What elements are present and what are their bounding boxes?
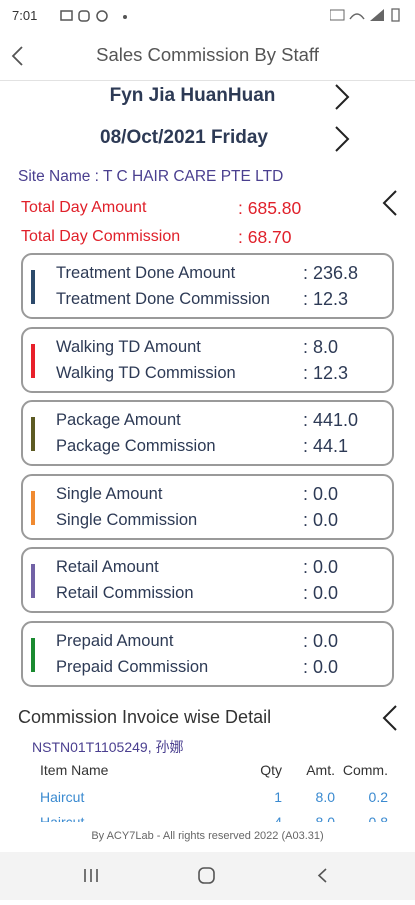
- card-value: : 12.3: [303, 363, 349, 383]
- card-label: Single Amount: [56, 485, 163, 503]
- detail-table: Item Name Qty Amt. Comm. Haircut 1 8.0 0.2 Hairc…: [0, 758, 415, 822]
- column-header: Comm.: [342, 762, 388, 778]
- card-value: : 236.8: [303, 263, 359, 283]
- card-label: Package Amount: [56, 411, 181, 429]
- cell: 8.0: [315, 789, 335, 805]
- page-title: Sales Commission By Staff: [96, 44, 319, 65]
- nav-icons: [84, 867, 327, 884]
- card-label: Walking TD Commission: [56, 364, 236, 382]
- card-value: : 44.1: [303, 436, 349, 456]
- card-label: Walking TD Amount: [56, 338, 201, 356]
- card-label: Treatment Done Amount: [56, 264, 236, 282]
- color-bar: [31, 417, 35, 451]
- summary-card: Walking TD Amount : 8.0 Walking TD Commiss…: [21, 327, 394, 393]
- column-header: Qty: [260, 762, 282, 778]
- divider: [0, 80, 415, 81]
- color-bar: [31, 564, 35, 598]
- card-label: Retail Commission: [56, 584, 194, 602]
- summary-card: Treatment Done Amount : 236.8 Treatment Do…: [21, 253, 394, 319]
- staff-next[interactable]: [330, 82, 354, 112]
- cell: 8.0: [315, 814, 335, 822]
- total-value: : 68.70: [238, 227, 292, 247]
- card-label: Retail Amount: [56, 558, 159, 576]
- column-header: Item Name: [40, 762, 109, 778]
- invoice-number: NSTN01T1105249, 孙娜: [32, 739, 184, 755]
- color-bar: [31, 270, 35, 304]
- recent-apps[interactable]: [84, 869, 98, 882]
- card-label: Prepaid Amount: [56, 632, 174, 650]
- summary-card: Package Amount : 441.0 Package Commission:…: [21, 400, 394, 466]
- status-icons: [60, 10, 127, 22]
- date-label: 08/Oct/2021 Friday: [100, 127, 268, 148]
- card-label: Treatment Done Commission: [56, 290, 270, 308]
- card-value: : 0.0: [303, 631, 339, 651]
- footer: By ACY7Lab - All rights reserved 2022 (A…: [91, 830, 324, 842]
- total-label: Total Day Commission: [21, 228, 181, 245]
- collapse-toggle[interactable]: [378, 188, 402, 218]
- card-value: : 441.0: [303, 410, 359, 430]
- card-value: : 0.0: [303, 657, 339, 677]
- card-label: Prepaid Commission: [56, 658, 209, 676]
- back[interactable]: [317, 868, 327, 883]
- card-value: : 0.0: [303, 510, 339, 530]
- cell: 0.2: [368, 789, 388, 805]
- card-value: : 12.3: [303, 289, 349, 309]
- color-bar: [31, 491, 35, 525]
- column-header: Amt.: [306, 762, 335, 778]
- status-right-icons: [330, 8, 400, 22]
- home[interactable]: [198, 867, 215, 884]
- detail-title: Commission Invoice wise Detail: [18, 707, 272, 727]
- cell: Haircut: [40, 814, 85, 822]
- cell: 1: [274, 789, 282, 805]
- card-value: : 0.0: [303, 583, 339, 603]
- summary-card: Prepaid Amount : 0.0 Prepaid Commission : 0…: [21, 621, 394, 687]
- total-value: : 685.80: [238, 198, 302, 218]
- cell: Haircut: [40, 789, 85, 805]
- nav-bar: [0, 852, 415, 900]
- card-label: Single Commission: [56, 511, 198, 529]
- card-value: : 0.0: [303, 557, 339, 577]
- card-value: : 8.0: [303, 337, 339, 357]
- date-next[interactable]: [330, 124, 354, 154]
- card-label: Package Commission: [56, 437, 216, 455]
- summary-card: Retail Amount : 0.0 Retail Commission : 0.0: [21, 547, 394, 613]
- site-name: Site Name : T C HAIR CARE PTE LTD: [18, 168, 284, 185]
- color-bar: [31, 344, 35, 378]
- color-bar: [31, 638, 35, 672]
- detail-toggle[interactable]: [378, 703, 402, 733]
- staff-name: Fyn Jia HuanHuan: [109, 85, 276, 106]
- cell: 0.8: [368, 814, 388, 822]
- total-label: Total Day Amount: [21, 199, 147, 216]
- summary-card: Single Amount : 0.0 Single Commission : 0.0: [21, 474, 394, 540]
- cell: 4: [274, 814, 282, 822]
- status-time: 7:01: [12, 8, 38, 23]
- back-button[interactable]: [8, 44, 28, 68]
- card-value: : 0.0: [303, 484, 339, 504]
